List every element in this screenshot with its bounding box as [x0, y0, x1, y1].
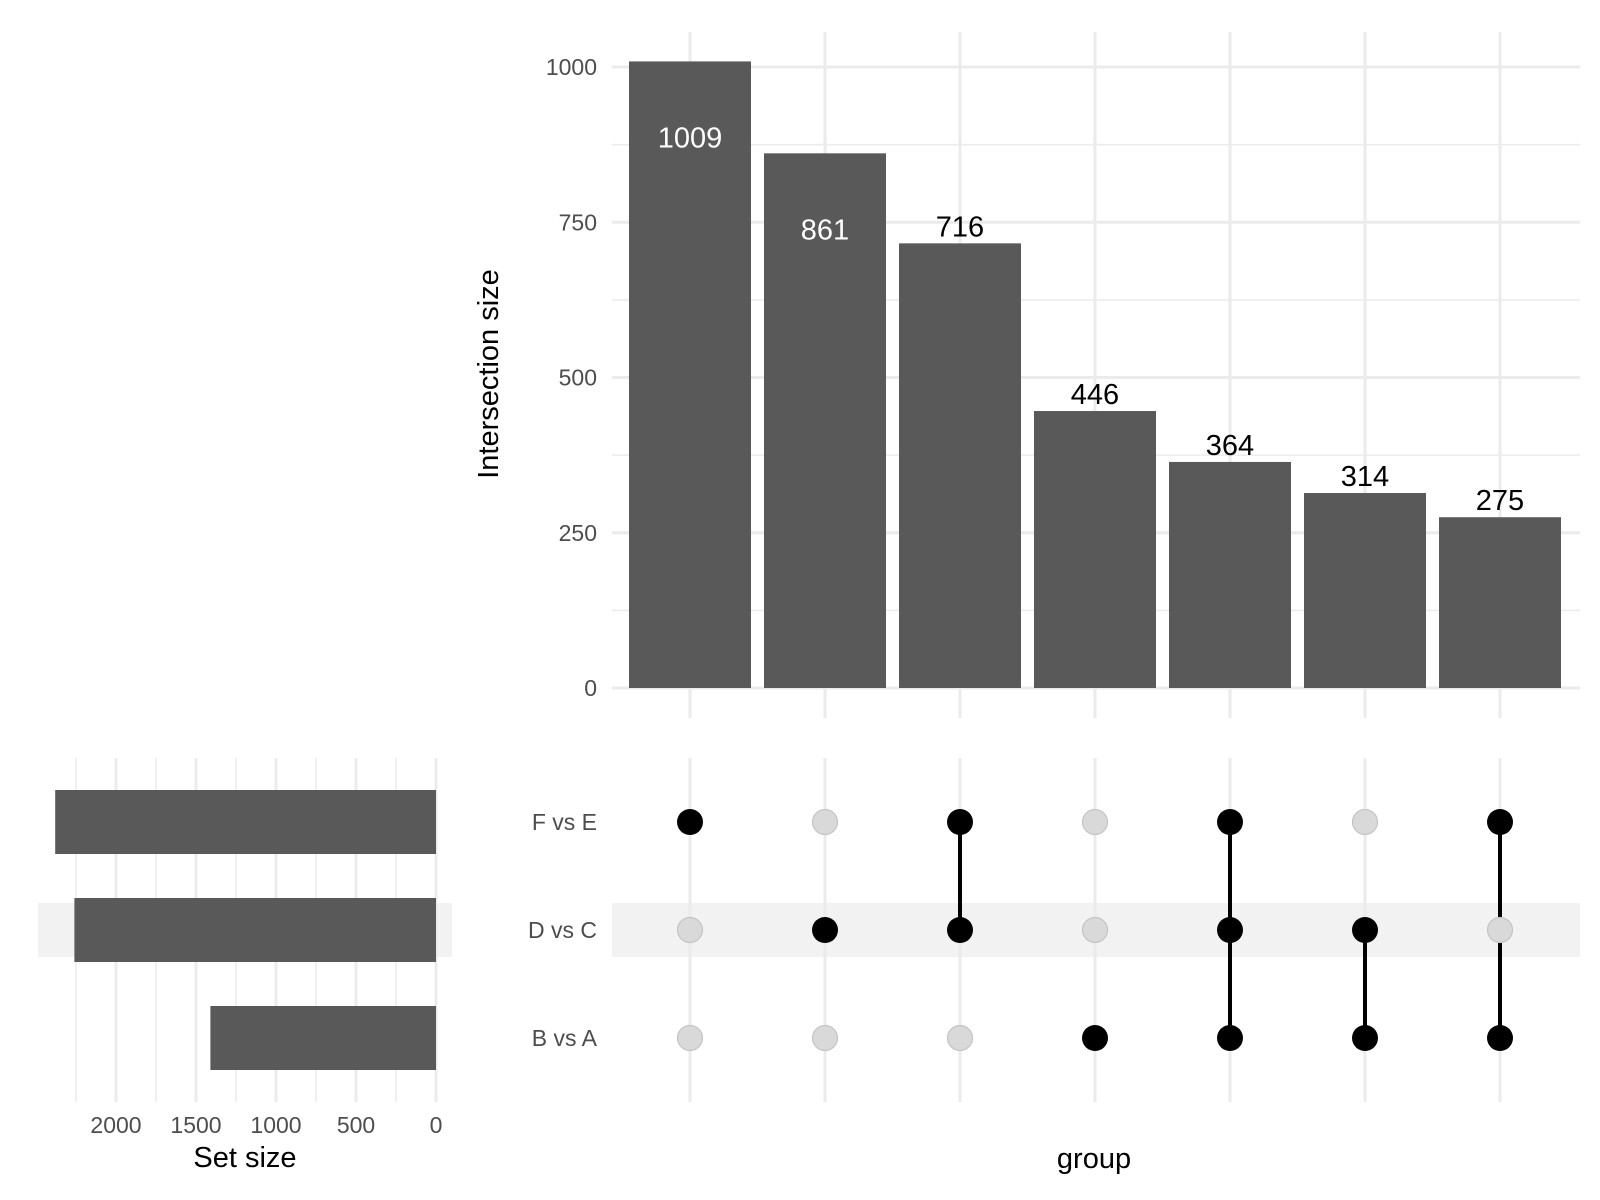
- bar-value-label: 275: [1476, 485, 1524, 517]
- y-tick-label: 250: [559, 520, 597, 546]
- matrix-dot-empty: [946, 1024, 974, 1052]
- matrix-dot-empty: [1351, 808, 1379, 836]
- matrix-dot-filled: [1352, 917, 1378, 943]
- set-size-tick-label: 500: [337, 1112, 375, 1138]
- matrix-dot-filled: [1217, 809, 1243, 835]
- set-size-bar: [55, 790, 436, 854]
- matrix-dot-filled: [1217, 917, 1243, 943]
- matrix-dot-filled: [1352, 1025, 1378, 1051]
- matrix-dot-filled: [1082, 1025, 1108, 1051]
- matrix-dot-filled: [947, 809, 973, 835]
- y-tick-label: 500: [559, 365, 597, 391]
- intersection-bar: [764, 153, 886, 689]
- matrix-dot-empty: [1081, 916, 1109, 944]
- set-size-tick-label: 2000: [90, 1112, 141, 1138]
- bar-value-label: 314: [1341, 461, 1389, 493]
- matrix-dot-empty: [676, 1024, 704, 1052]
- set-size-bar: [74, 898, 437, 962]
- matrix-dot-filled: [677, 809, 703, 835]
- matrix-dot-filled: [1487, 1025, 1513, 1051]
- matrix-dot-filled: [1217, 1025, 1243, 1051]
- matrix-dot-empty: [811, 1024, 839, 1052]
- set-name-label: F vs E: [532, 809, 597, 835]
- y-tick-label: 0: [584, 675, 597, 701]
- bar-value-label: 364: [1206, 430, 1254, 462]
- matrix-dot-filled: [812, 917, 838, 943]
- intersection-bar: [1304, 493, 1426, 688]
- set-size-bar: [210, 1006, 436, 1070]
- y-tick-label: 750: [559, 209, 597, 235]
- bar-value-label: 446: [1071, 379, 1119, 411]
- set-name-label: D vs C: [528, 917, 597, 943]
- matrix-dot-empty: [676, 916, 704, 944]
- set-size-tick-label: 1500: [170, 1112, 221, 1138]
- set-size-bars: [55, 790, 437, 1070]
- intersection-bar: [1439, 517, 1561, 688]
- y-tick-label: 1000: [546, 54, 597, 80]
- matrix-dot-empty: [1081, 808, 1109, 836]
- set-size-axis-title: Set size: [193, 1142, 296, 1174]
- x-axis-title: group: [1057, 1143, 1131, 1175]
- intersection-bar: [1034, 411, 1156, 688]
- matrix-dot-filled: [947, 917, 973, 943]
- set-name-label: B vs A: [532, 1025, 598, 1051]
- matrix-dot-empty: [811, 808, 839, 836]
- bar-value-label: 716: [936, 211, 984, 243]
- matrix-dot-empty: [1486, 916, 1514, 944]
- intersection-bars: [629, 61, 1561, 689]
- set-size-tick-label: 1000: [250, 1112, 301, 1138]
- intersection-bar: [629, 61, 751, 688]
- matrix-dots: [676, 808, 1514, 1052]
- intersection-bar: [899, 243, 1021, 688]
- bar-value-label: 1009: [658, 122, 723, 154]
- y-axis-title: Intersection size: [473, 269, 505, 479]
- bar-value-label: 861: [801, 214, 849, 246]
- labels: Intersection size group Set size 0 250 500…: [90, 54, 1524, 1175]
- set-size-tick-label: 0: [430, 1112, 443, 1138]
- matrix-dot-filled: [1487, 809, 1513, 835]
- intersection-bar: [1169, 461, 1291, 688]
